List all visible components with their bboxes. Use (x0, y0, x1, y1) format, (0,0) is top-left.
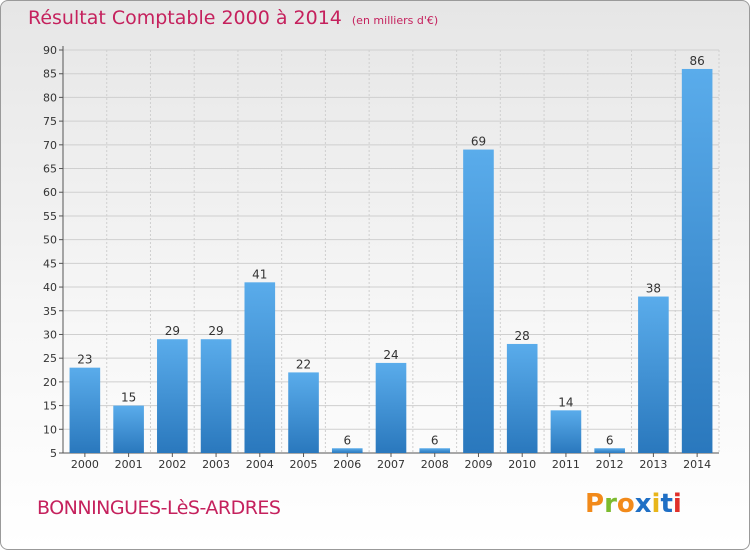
bar-value-label: 22 (296, 357, 311, 371)
y-tick-label: 80 (43, 91, 57, 104)
x-tick-label: 2001 (115, 458, 143, 471)
bar-2014 (681, 68, 713, 453)
bar-2013 (638, 296, 669, 453)
y-tick-label: 75 (43, 115, 57, 128)
bar-value-label: 29 (208, 324, 223, 338)
grid-lines (62, 49, 720, 454)
data-labels: 23 15 29 29 41 22 6 24 6 69 28 14 6 38 86 (77, 54, 705, 447)
bar-2003 (200, 339, 232, 453)
y-tick-label: 5 (50, 447, 57, 460)
x-tick-label: 2011 (552, 458, 580, 471)
y-tick-label: 35 (43, 305, 57, 318)
x-tick-label: 2007 (377, 458, 405, 471)
y-tick-label: 20 (43, 376, 57, 389)
bar-value-label: 28 (515, 329, 530, 343)
x-tick-label: 2004 (246, 458, 274, 471)
bar-2002 (157, 339, 188, 453)
logo-letter: t (660, 489, 673, 519)
y-tick-label: 60 (43, 186, 57, 199)
y-tick-label: 15 (43, 400, 57, 413)
chart-unit-note: (en milliers d'€) (351, 14, 439, 27)
x-tick-label: 2005 (290, 458, 318, 471)
x-tick-label: 2014 (683, 458, 711, 471)
bar-2010 (506, 343, 538, 453)
y-tick-label: 30 (43, 328, 57, 341)
bar-value-label: 41 (252, 267, 267, 281)
bar-value-label: 29 (165, 324, 180, 338)
bar-value-label: 14 (558, 395, 573, 409)
bar-2006 (331, 448, 363, 453)
chart-title-text: Résultat Comptable 2000 à 2014 (28, 7, 342, 29)
x-tick-label: 2012 (596, 458, 624, 471)
bar-value-label: 15 (121, 391, 136, 405)
y-tick-label: 45 (43, 257, 57, 270)
y-tick-label: 85 (43, 68, 57, 81)
bar-value-label: 38 (646, 282, 661, 296)
bar-2007 (375, 362, 407, 453)
x-tick-label: 2009 (464, 458, 492, 471)
proxiti-logo: Proxiti (585, 489, 682, 519)
logo-letter: i (672, 489, 682, 519)
bar-2009 (463, 149, 494, 454)
y-tick-label: 10 (43, 423, 57, 436)
bar-value-label: 86 (689, 54, 704, 68)
bar-2000 (69, 367, 101, 453)
commune-name: BONNINGUES-LèS-ARDRES (37, 497, 281, 519)
logo-letter: r (604, 489, 617, 519)
logo-letter: o (616, 489, 635, 519)
y-tick-label: 65 (43, 163, 57, 176)
y-tick-label: 25 (43, 352, 57, 365)
bars (69, 68, 713, 454)
x-tick-label: 2008 (421, 458, 449, 471)
x-tick-label: 2013 (639, 458, 667, 471)
y-tick-label: 55 (43, 210, 57, 223)
bar-2012 (594, 448, 625, 453)
bar-value-label: 69 (471, 135, 486, 149)
x-tick-label: 2000 (71, 458, 99, 471)
logo-letter: i (651, 489, 661, 519)
bar-value-label: 23 (77, 353, 92, 367)
bar-2001 (113, 405, 144, 453)
logo-letter: x (634, 489, 652, 519)
bar-2004 (244, 282, 276, 453)
x-tick-label: 2010 (508, 458, 536, 471)
x-tick-label: 2006 (333, 458, 361, 471)
x-tick-label: 2003 (202, 458, 230, 471)
bar-2005 (288, 372, 319, 453)
y-tick-label: 90 (43, 44, 57, 57)
bar-2011 (550, 410, 582, 453)
bar-value-label: 6 (343, 433, 351, 447)
y-tick-label: 40 (43, 281, 57, 294)
bar-value-label: 6 (606, 433, 614, 447)
logo-letter: P (585, 489, 605, 519)
bar-value-label: 6 (431, 433, 439, 447)
chart-title: Résultat Comptable 2000 à 2014 (en millie… (28, 7, 438, 29)
bar-2008 (419, 448, 451, 453)
x-tick-label: 2002 (158, 458, 186, 471)
bar-value-label: 24 (383, 348, 398, 362)
y-tick-label: 50 (43, 234, 57, 247)
y-tick-label: 70 (43, 139, 57, 152)
